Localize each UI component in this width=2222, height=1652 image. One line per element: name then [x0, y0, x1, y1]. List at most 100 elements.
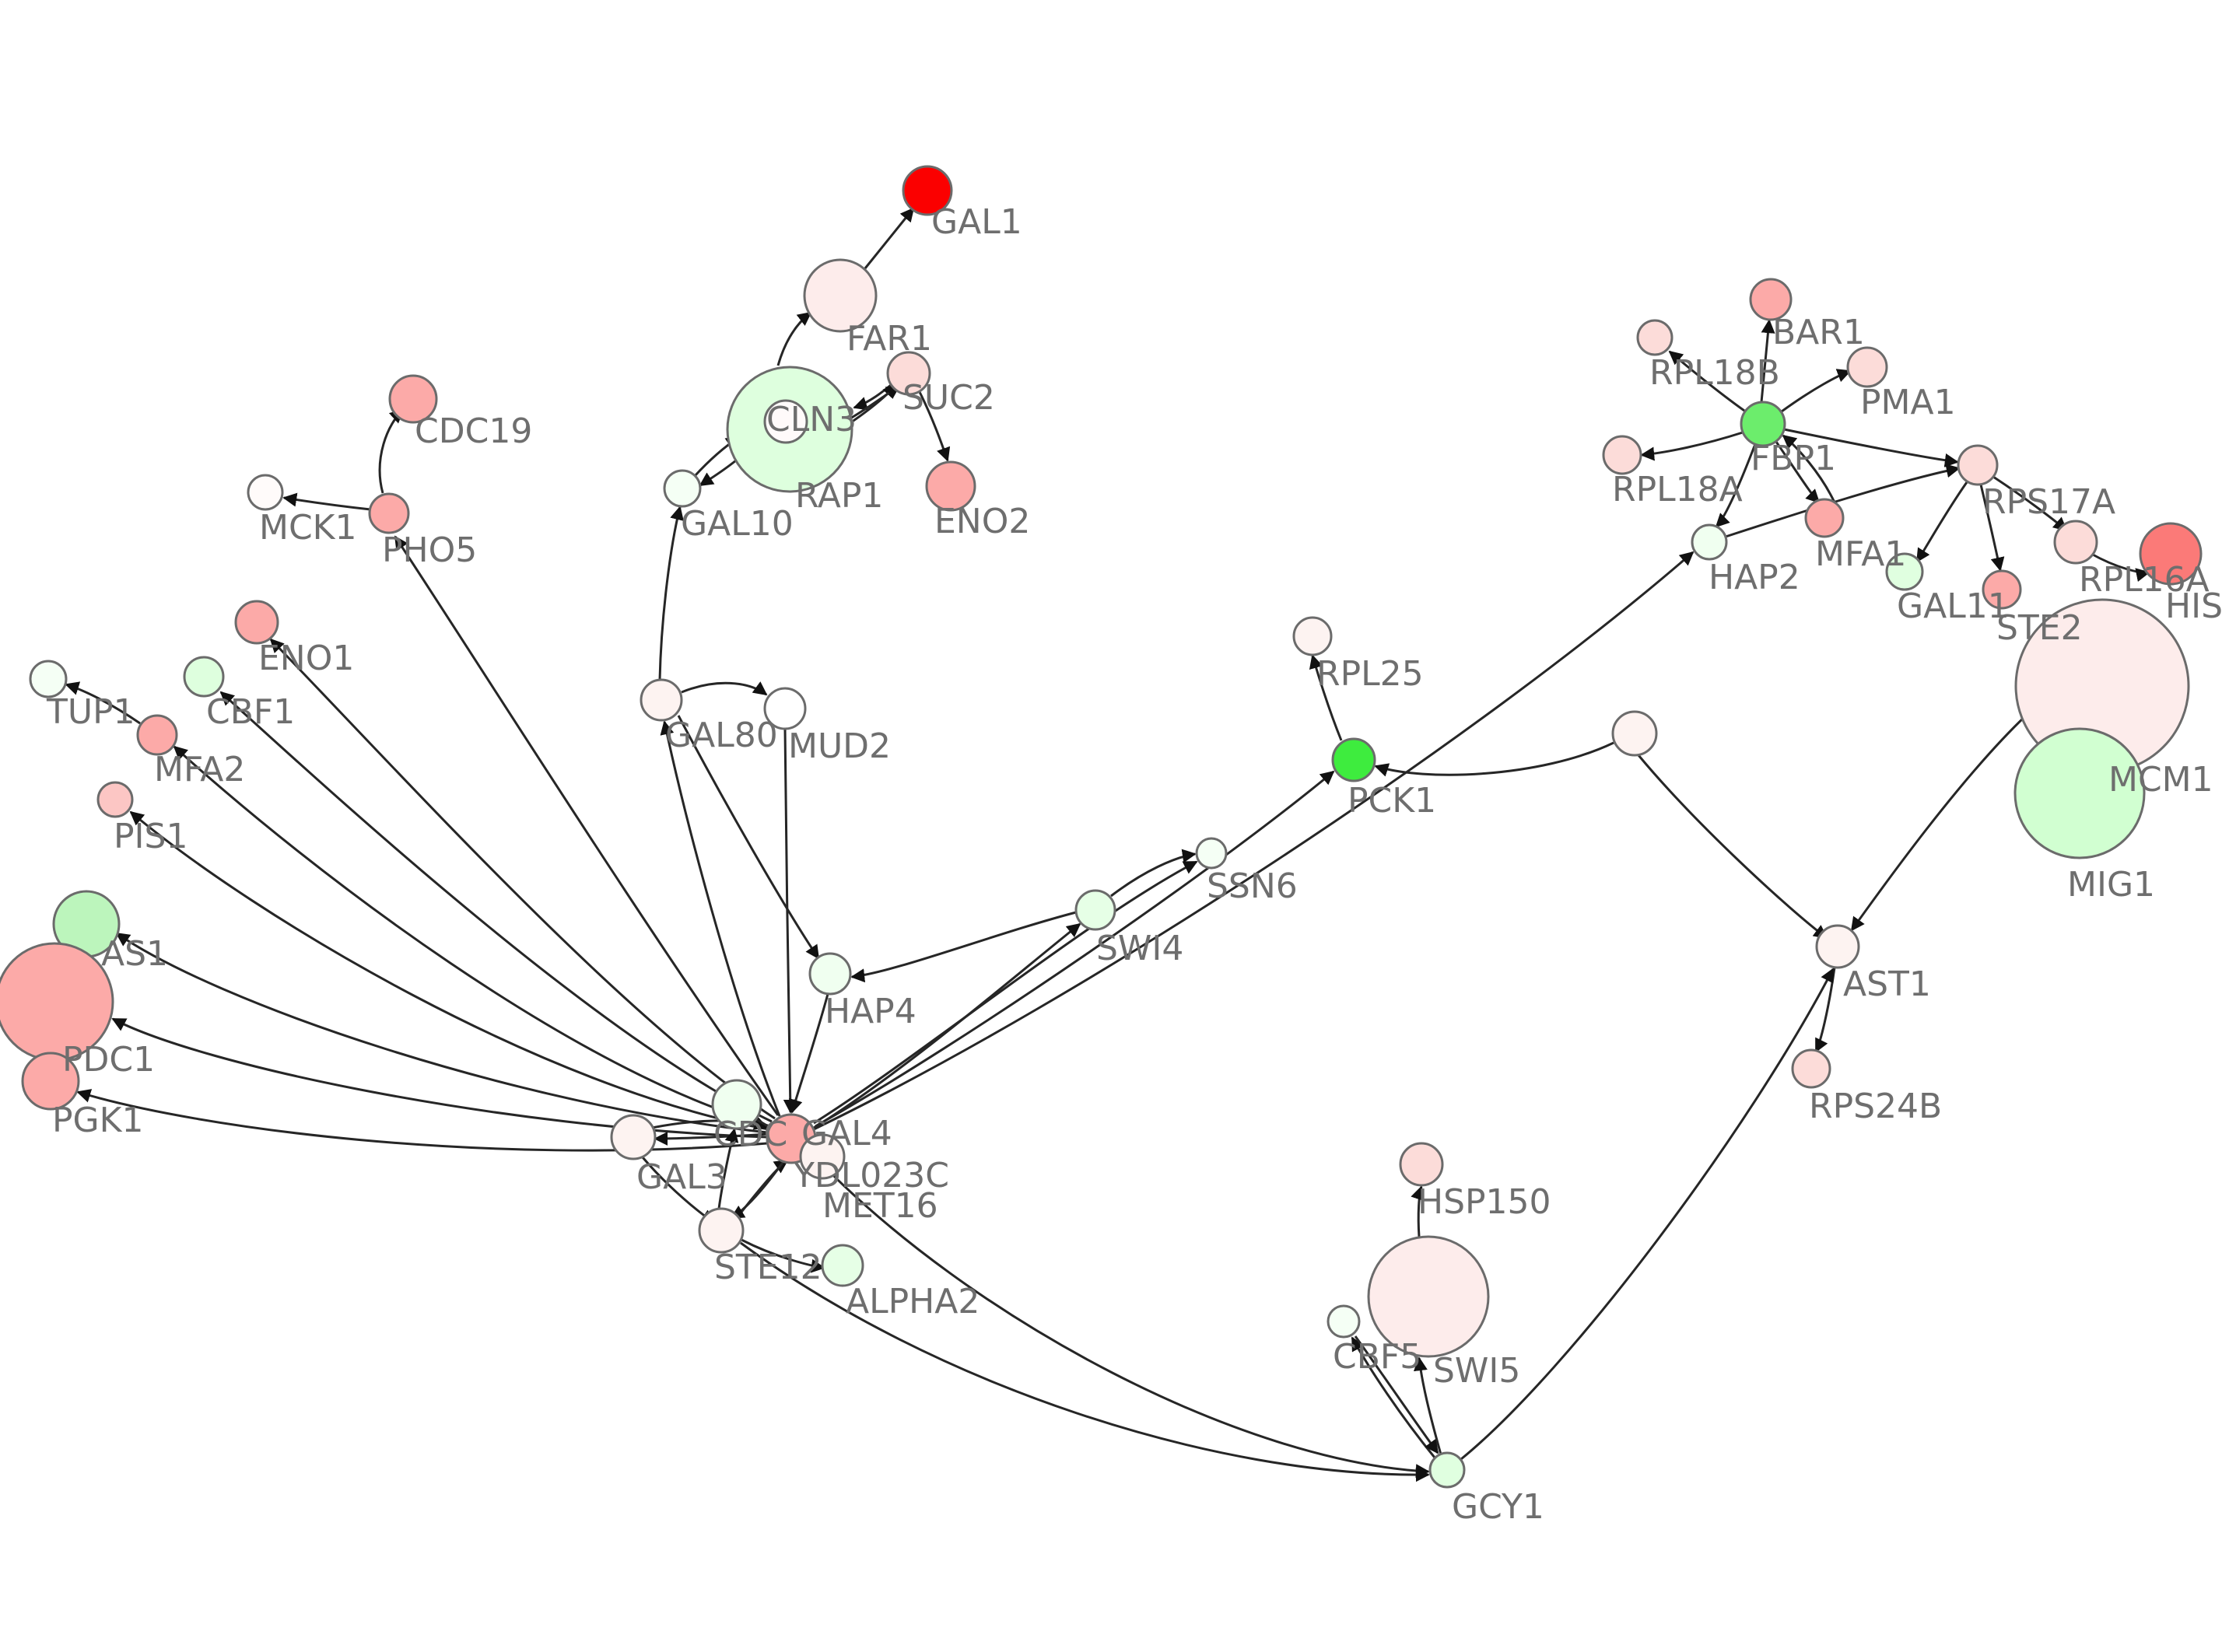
- node-label-hap4: HAP4: [825, 992, 916, 1031]
- node-eno1[interactable]: [234, 600, 279, 645]
- edge-gal80-to-mud2: [681, 681, 768, 696]
- node-ast1[interactable]: [1815, 924, 1860, 969]
- node-gal3[interactable]: [610, 1114, 657, 1160]
- node-fbp1[interactable]: [1740, 401, 1786, 447]
- node-midnode[interactable]: [1611, 710, 1658, 757]
- node-cbf1[interactable]: [183, 656, 225, 698]
- node-label-swi5: SWI5: [1433, 1351, 1520, 1391]
- node-ydl023c[interactable]: [799, 1133, 846, 1180]
- node-pis1[interactable]: [96, 781, 134, 818]
- node-swi5[interactable]: [1367, 1235, 1490, 1358]
- edge-suc2-to-eno2: [918, 391, 951, 462]
- node-ste12[interactable]: [698, 1207, 745, 1254]
- node-tup1[interactable]: [29, 660, 68, 698]
- node-ste2[interactable]: [1982, 569, 2022, 610]
- node-label-gal1: GAL1: [931, 202, 1022, 242]
- node-mfa1[interactable]: [1804, 498, 1845, 538]
- edge-pho5-to-mck1: [282, 492, 371, 511]
- edge-rps17a-to-gal11: [1915, 481, 1968, 563]
- node-hap4[interactable]: [808, 952, 852, 996]
- edge-gal4-to-cbf1: [219, 691, 773, 1123]
- node-suc2[interactable]: [886, 351, 931, 396]
- node-his4[interactable]: [2139, 522, 2203, 586]
- node-label-cbf5: CBF5: [1333, 1337, 1421, 1377]
- node-mig1[interactable]: [2013, 727, 2146, 859]
- node-gcy1[interactable]: [1428, 1451, 1466, 1489]
- edge-ste12-to-alpha2: [741, 1238, 825, 1273]
- node-cbf5[interactable]: [1327, 1304, 1361, 1339]
- node-label-ydl023c: YDL023C: [793, 1156, 949, 1195]
- node-label-gal4: GAL4: [801, 1114, 892, 1153]
- node-label-far1: FAR1: [846, 319, 932, 359]
- edge-gal4-to-gcy1: [811, 1153, 1430, 1479]
- node-label-rpl18b: RPL18B: [1649, 353, 1780, 393]
- node-label-ste2: STE2: [1996, 608, 2083, 648]
- node-label-mig1: MIG1: [2067, 865, 2155, 905]
- node-gal11[interactable]: [1885, 552, 1924, 591]
- node-label-pho5: PHO5: [382, 530, 477, 570]
- labels-layer: GAL1 FAR1 SUC2 CLN3 RAP1 ENO2 CDC19 MCK1 PHO5 ENO…: [46, 202, 2222, 1527]
- edge-gal80-to-hap4: [677, 715, 820, 960]
- node-alpha2[interactable]: [821, 1244, 864, 1287]
- node-label-ste12: STE12: [714, 1248, 822, 1287]
- node-label-his4: HIS4: [2165, 586, 2222, 626]
- node-label-cdc19: CDC19: [415, 411, 532, 451]
- node-label-mcm1: MCM1: [2108, 760, 2213, 800]
- node-far1[interactable]: [803, 258, 878, 333]
- node-rpl18a[interactable]: [1602, 435, 1642, 475]
- node-hsp150[interactable]: [1399, 1142, 1444, 1187]
- node-gal10[interactable]: [663, 469, 702, 508]
- edge-hap4-to-gal4: [789, 993, 829, 1114]
- node-mud2[interactable]: [763, 687, 807, 730]
- node-pgk1[interactable]: [21, 1052, 80, 1111]
- edge-midnode-to-ast1: [1637, 754, 1828, 940]
- node-rpl18b[interactable]: [1636, 319, 1674, 356]
- node-label-cbf1: CBF1: [206, 692, 295, 732]
- node-ssn6[interactable]: [1195, 837, 1228, 870]
- node-rps24b[interactable]: [1791, 1048, 1831, 1089]
- edge-gal4-to-pck1: [815, 770, 1335, 1128]
- node-label-pgk1: PGK1: [52, 1101, 143, 1140]
- node-label-rps24b: RPS24B: [1809, 1087, 1942, 1126]
- edge-gal4-to-gal3: [654, 1131, 769, 1146]
- node-pma1[interactable]: [1846, 346, 1888, 388]
- edge-fbp1-to-rpl18a: [1640, 431, 1744, 461]
- node-eno2[interactable]: [925, 460, 976, 512]
- node-pck1[interactable]: [1331, 737, 1376, 782]
- node-label-gcy1: GCY1: [1452, 1487, 1544, 1527]
- node-hap2[interactable]: [1691, 523, 1728, 561]
- node-rap1[interactable]: [763, 399, 808, 444]
- edge-fbp1-to-pma1: [1781, 369, 1852, 413]
- edges-layer: [65, 207, 2150, 1482]
- node-rpl25[interactable]: [1292, 616, 1333, 656]
- node-label-mfa1: MFA1: [1815, 534, 1906, 574]
- node-gal80[interactable]: [640, 678, 683, 722]
- node-label-rpl18a: RPL18A: [1612, 470, 1743, 509]
- node-label-met16: MET16: [822, 1186, 938, 1226]
- node-mfa2[interactable]: [136, 714, 178, 756]
- node-label-cln3: CLN3: [766, 400, 857, 439]
- node-label-eno1: ENO1: [258, 639, 354, 678]
- node-pho5[interactable]: [368, 492, 410, 534]
- node-swi4[interactable]: [1074, 889, 1116, 931]
- edge-fbp1-to-rpl18b: [1668, 350, 1745, 412]
- edge-mud2-to-gal4: [783, 728, 797, 1114]
- node-label-tup1: TUP1: [46, 692, 135, 732]
- node-rpl16a[interactable]: [2053, 520, 2098, 565]
- node-label-rps17a: RPS17A: [1982, 482, 2115, 522]
- edge-gcy1-to-swi5: [1413, 1356, 1442, 1455]
- node-label-eno2: ENO2: [934, 502, 1030, 541]
- node-gal1[interactable]: [902, 165, 953, 216]
- node-rps17a[interactable]: [1957, 444, 1999, 486]
- node-bar1[interactable]: [1749, 278, 1793, 321]
- node-label-mud2: MUD2: [788, 726, 891, 766]
- edge-pck1-to-rpl25: [1309, 654, 1343, 741]
- node-label-pdc1: PDC1: [62, 1040, 155, 1080]
- edge-cln3-to-far1: [776, 311, 812, 366]
- node-mck1[interactable]: [247, 474, 284, 511]
- node-cdc19[interactable]: [388, 374, 438, 424]
- node-label-ssn6: SSN6: [1207, 866, 1298, 906]
- node-cdc[interactable]: [711, 1079, 762, 1130]
- node-label-hsp150: HSP150: [1418, 1182, 1551, 1222]
